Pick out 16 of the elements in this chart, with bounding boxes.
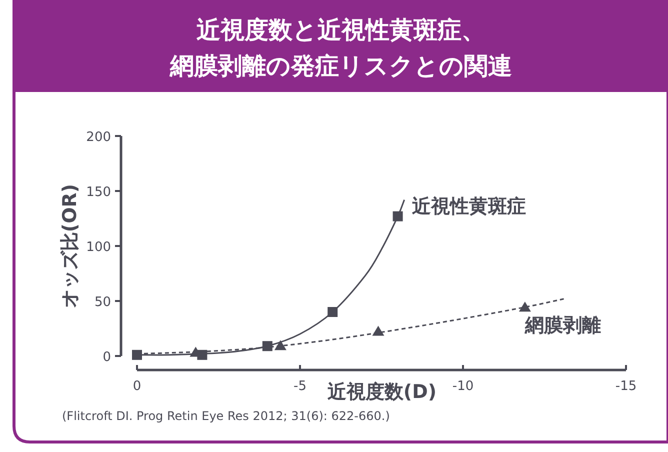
x-tick-label: -15 [615,379,637,394]
y-tick-label: 150 [86,185,111,200]
series-label: 近視性黄斑症 [410,195,526,218]
y-tick-label: 50 [94,295,111,310]
series-label: 網膜剥離 [524,314,601,337]
x-tick-label: -5 [294,379,306,394]
y-tick-label: 200 [86,130,111,145]
text: (Flitcroft DI. Prog Retin Eye Res 2012; 31(6): 622-660.) [62,409,390,423]
chart-title: 近視度数と近視性黄斑症、網膜剥離の発症リスクとの関連 [169,16,512,80]
point [372,326,384,336]
y-axis-title: オッズ比(OR) [59,184,81,308]
y-tick-label: 0 [102,350,111,365]
x-axis-title: 近視度数(D) [326,381,437,403]
y-tick-label: 100 [86,240,111,255]
x-tick-label: 0 [132,379,142,394]
x-tick-label: -10 [452,379,474,394]
